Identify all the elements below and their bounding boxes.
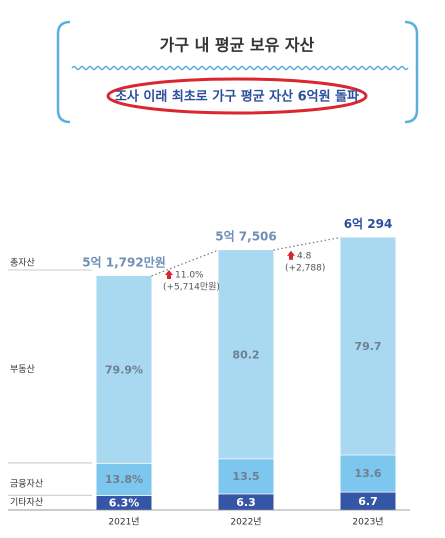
value-label: 13.6 <box>354 467 381 480</box>
row-label: 부동산 <box>10 364 35 375</box>
total-label: 6억 294 <box>344 217 393 231</box>
bar-segment <box>96 462 152 496</box>
trend-dotted <box>273 236 341 251</box>
value-label: 13.8% <box>105 473 143 486</box>
x-tick-label: 2023년 <box>352 517 383 528</box>
x-tick-label: 2021년 <box>108 517 139 528</box>
bar-segment <box>340 237 396 455</box>
total-label: 5억 1,792만원 <box>82 254 166 269</box>
bar-segment <box>218 493 274 510</box>
change-arrow <box>165 269 173 279</box>
value-label: 79.9% <box>105 363 143 376</box>
chart-subtitle: 조사 이래 최초로 가구 평균 자산 6억원 돌파 <box>115 89 359 105</box>
bar-segment <box>340 491 396 510</box>
x-tick-label: 2022년 <box>230 517 261 528</box>
bar-segment <box>218 458 274 494</box>
chart-title: 가구 내 평균 보유 자산 <box>160 36 315 55</box>
change-amount: (+2,788) <box>285 263 325 273</box>
value-label: 6.3% <box>109 497 140 510</box>
value-label: 6.3 <box>236 496 256 509</box>
highlight-oval <box>106 77 368 115</box>
value-label: 6.7 <box>358 495 378 508</box>
change-arrow <box>287 250 295 260</box>
change-amount: (+5,714만원) <box>163 281 220 292</box>
bracket-right <box>404 20 419 124</box>
value-label: 79.7 <box>354 340 381 353</box>
total-label: 5억 7,506 <box>215 230 277 244</box>
bar-segment <box>218 250 274 459</box>
bracket-left <box>56 20 71 124</box>
value-label: 80.2 <box>232 348 259 361</box>
bar-segment <box>96 275 152 463</box>
change-label: 4.8 <box>297 251 312 261</box>
row-label: 기타자산 <box>10 497 43 508</box>
bar-segment <box>340 454 396 492</box>
value-label: 13.5 <box>232 470 259 483</box>
row-label: 금융자산 <box>10 479 43 490</box>
row-label: 총자산 <box>10 258 35 269</box>
change-label: 11.0% <box>175 270 204 280</box>
bar-segment <box>96 495 152 510</box>
wave-divider <box>71 65 409 71</box>
